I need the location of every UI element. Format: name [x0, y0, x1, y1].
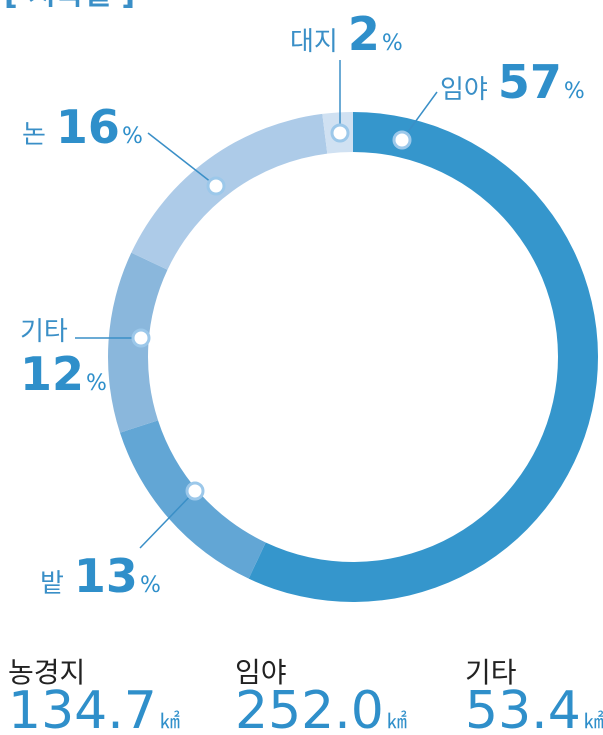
stat-unit: ㎢	[387, 709, 407, 733]
category-name: 논	[22, 120, 46, 150]
value-number: 2	[348, 7, 380, 61]
value-unit: %	[86, 371, 107, 396]
value-number: 57	[498, 55, 562, 109]
category-name: 밭	[40, 569, 64, 599]
stat-number: 53.4	[465, 681, 581, 735]
value-unit: %	[564, 79, 585, 104]
category-label: 대지 2%	[290, 7, 403, 61]
marker-dot	[330, 123, 350, 143]
stat-number: 252.0	[235, 681, 384, 735]
donut-segment	[248, 112, 599, 602]
leader-line	[147, 132, 217, 187]
stat-number: 134.7	[8, 681, 157, 735]
stat-label: 농경지	[8, 656, 85, 689]
category-label: 기타	[20, 317, 68, 347]
stat-label: 기타	[465, 656, 517, 689]
category-name: 임야	[440, 75, 488, 105]
category-label: 밭 13%	[40, 549, 161, 603]
chart-title: [ 지목별 ]	[4, 0, 135, 12]
stat-value: 53.4 ㎢	[465, 681, 603, 735]
marker-dot	[131, 328, 151, 348]
marker-dot	[206, 176, 226, 196]
value-unit: %	[140, 573, 161, 598]
stat-unit: ㎢	[160, 709, 180, 733]
leader-line	[401, 91, 438, 141]
value-number: 13	[74, 549, 138, 603]
marker-dot	[185, 481, 205, 501]
stat-value: 134.7 ㎢	[8, 681, 180, 735]
category-name: 대지	[290, 27, 338, 57]
leader-line	[139, 490, 196, 549]
value-number: 12	[20, 347, 84, 401]
stat-unit: ㎢	[584, 709, 603, 733]
marker-dot	[392, 130, 412, 150]
donut-segment	[131, 113, 328, 270]
stat-label: 임야	[235, 656, 287, 689]
value-number: 16	[56, 100, 120, 154]
category-label: 논 16%	[22, 100, 143, 154]
stat-value: 252.0 ㎢	[235, 681, 407, 735]
category-label: 임야 57%	[440, 55, 585, 109]
value-unit: %	[122, 124, 143, 149]
value-label: 12%	[20, 347, 107, 401]
value-unit: %	[382, 31, 403, 56]
